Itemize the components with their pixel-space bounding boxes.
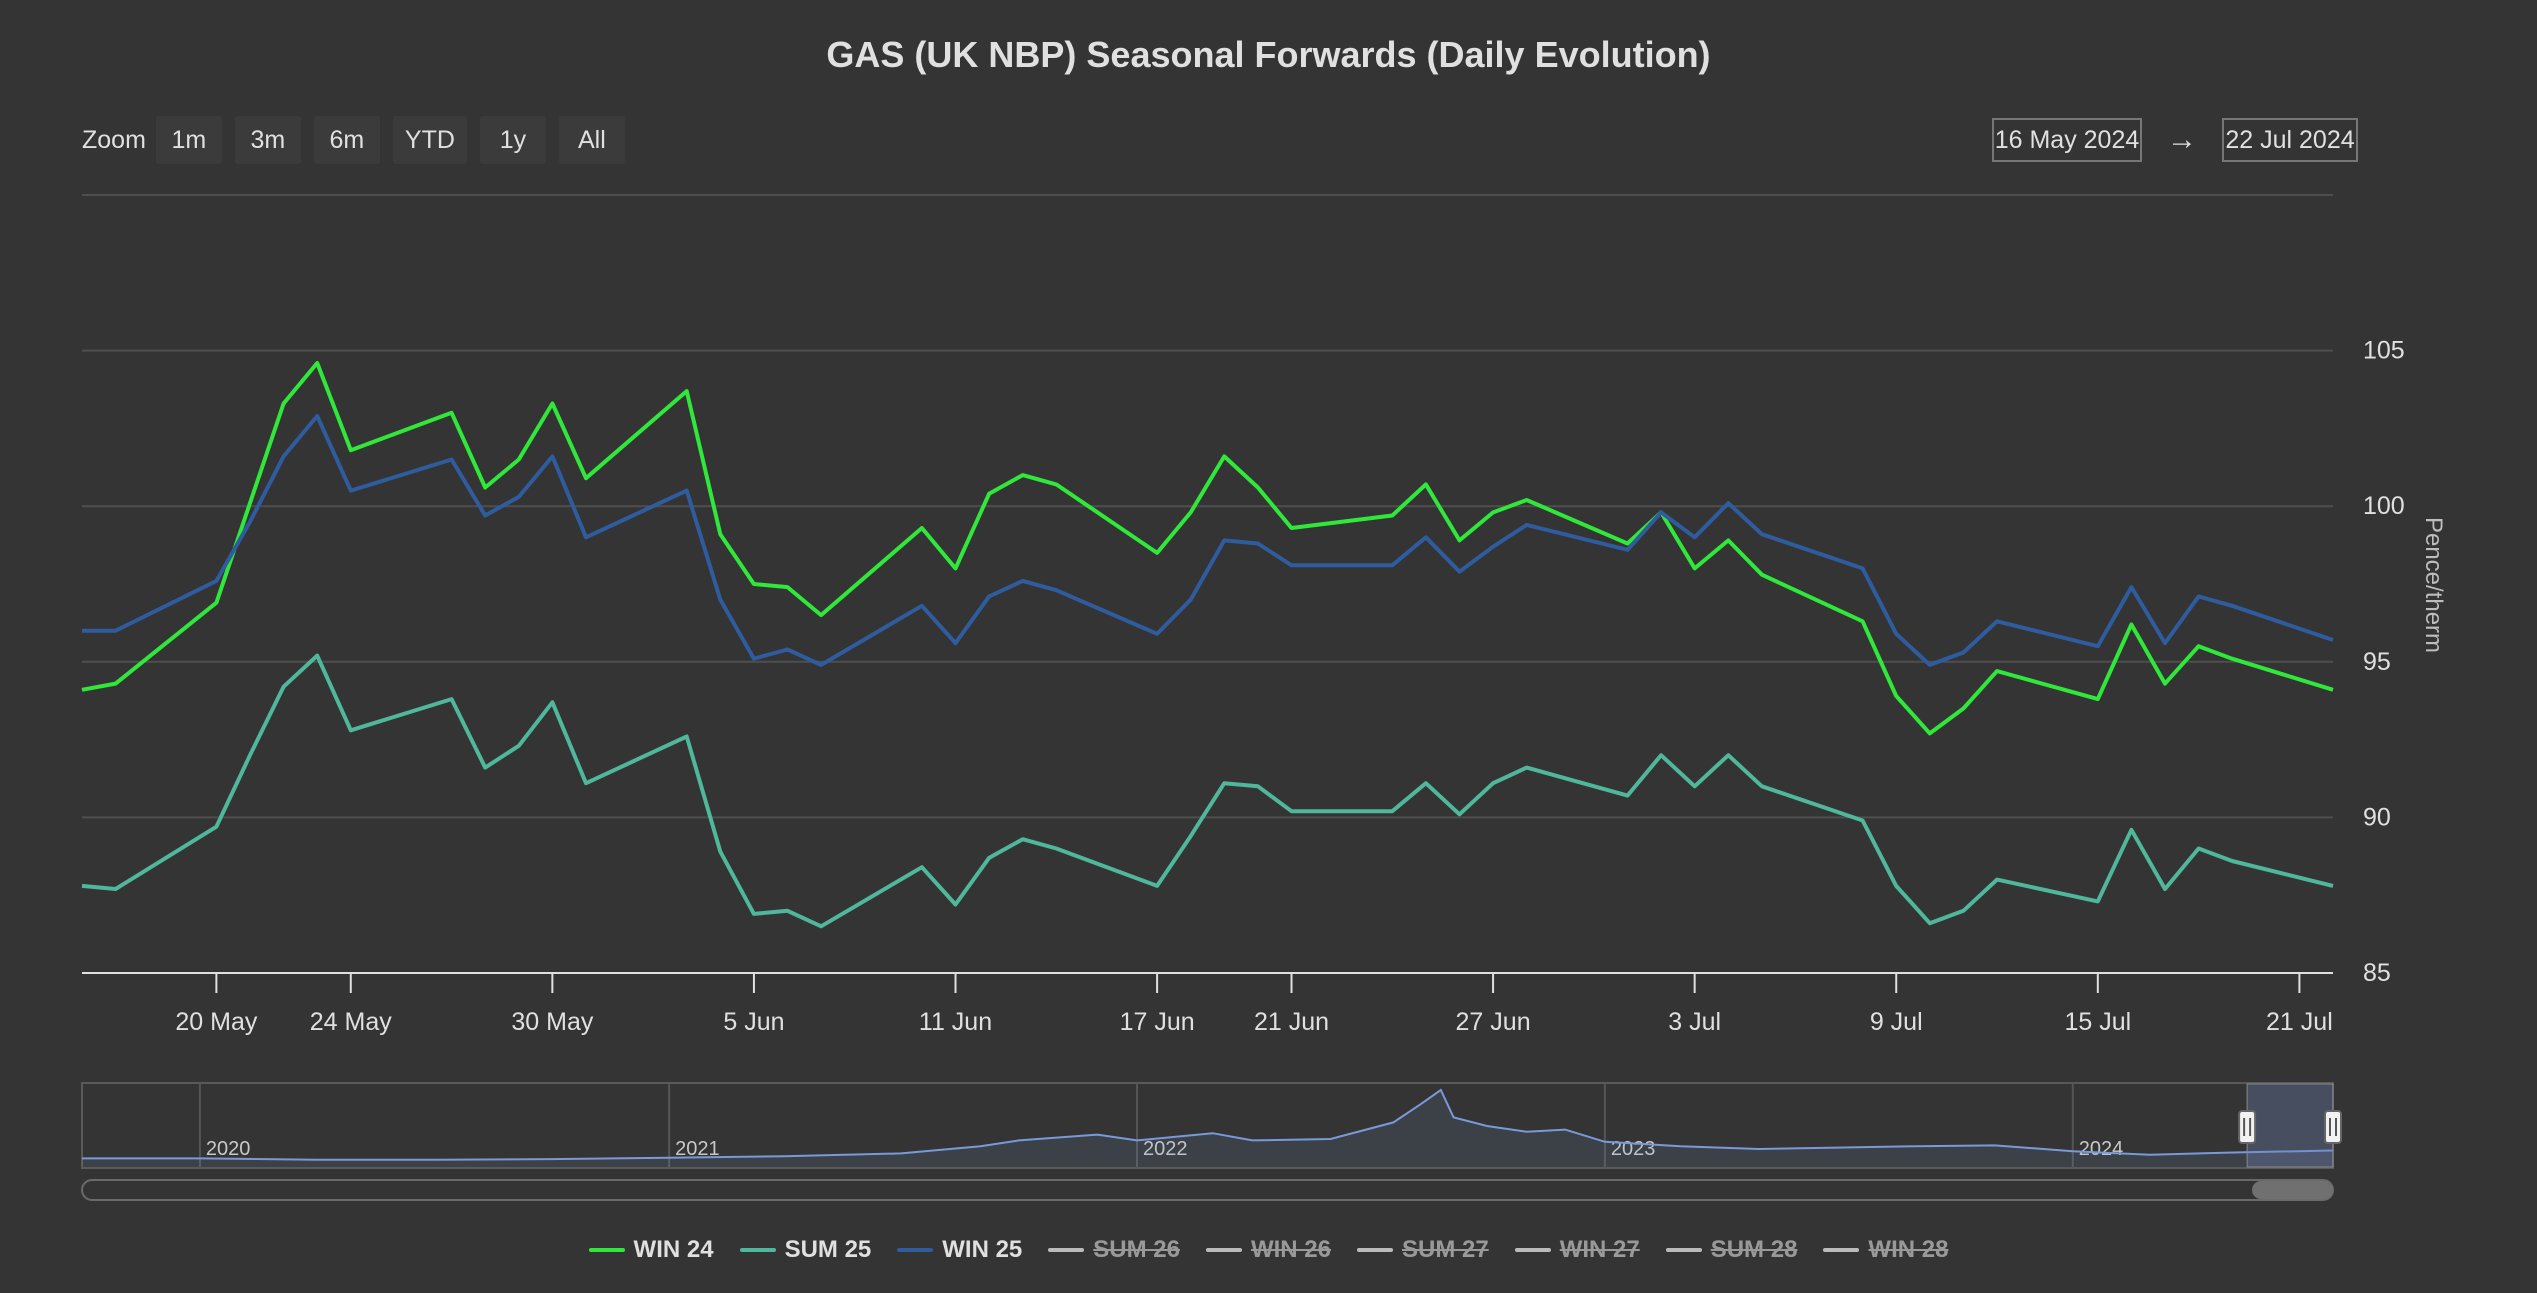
navigator-right-handle[interactable] (2324, 1110, 2342, 1144)
scrollbar-thumb[interactable] (2252, 1181, 2333, 1199)
legend-label: WIN 26 (1250, 1236, 1331, 1263)
legend-label: WIN 24 (633, 1236, 714, 1263)
x-tick-label: 27 Jun (1456, 1008, 1531, 1036)
legend-item-win-28[interactable]: WIN 28 (1823, 1236, 1948, 1264)
plot-series (81, 361, 2334, 929)
navigator-selection (2246, 1083, 2334, 1168)
y-axis-title: Pence/therm (2420, 517, 2447, 653)
legend-item-sum-25[interactable]: SUM 25 (739, 1236, 872, 1264)
series-line-win-24 (81, 361, 2334, 736)
x-tick-label: 3 Jul (1668, 1008, 1721, 1036)
legend: WIN 24 SUM 25 WIN 25 SUM 26 WIN 26 SUM 27 WIN … (0, 1236, 2537, 1264)
scrollbar-track[interactable] (81, 1179, 2334, 1201)
x-tick-label: 5 Jun (723, 1008, 784, 1036)
range-from-input[interactable] (1992, 118, 2142, 162)
legend-swatch (588, 1248, 625, 1252)
y-tick-label: 95 (2363, 648, 2391, 676)
navigator-year-label: 2021 (675, 1138, 720, 1160)
grid-lines (82, 194, 2333, 819)
navigator-left-handle[interactable] (2238, 1110, 2257, 1144)
legend-swatch (1665, 1248, 1702, 1252)
y-tick-label: 105 (2363, 337, 2405, 365)
x-axis: 20 May 24 May 30 May 5 Jun 11 Jun 17 Jun 21 Ju… (82, 972, 2333, 1036)
y-tick-label: 85 (2363, 959, 2391, 987)
legend-swatch (739, 1248, 776, 1252)
x-tick-label: 20 May (175, 1008, 257, 1036)
legend-swatch (1823, 1248, 1860, 1252)
legend-label: SUM 28 (1710, 1236, 1798, 1263)
legend-swatch (1205, 1248, 1242, 1252)
legend-item-win-24[interactable]: WIN 24 (588, 1236, 714, 1264)
legend-item-sum-28[interactable]: SUM 28 (1665, 1236, 1798, 1264)
x-tick-label: 21 Jun (1254, 1008, 1329, 1036)
zoom-all-button[interactable]: All (558, 116, 625, 164)
legend-swatch (1514, 1248, 1551, 1252)
legend-item-win-26[interactable]: WIN 26 (1205, 1236, 1331, 1264)
navigator[interactable]: 20202021202220232024 (81, 1082, 2342, 1201)
x-tick-label: 9 Jul (1870, 1008, 1923, 1036)
y-tick-label: 100 (2363, 492, 2405, 520)
chart-title: GAS (UK NBP) Seasonal Forwards (Daily Ev… (826, 34, 1711, 75)
x-tick-label: 30 May (511, 1008, 593, 1036)
navigator-line (82, 1088, 2334, 1161)
legend-label: SUM 26 (1093, 1236, 1180, 1263)
zoom-ytd-button[interactable]: YTD (392, 116, 467, 164)
x-tick-label: 17 Jun (1120, 1008, 1195, 1036)
series-line-sum-25 (81, 653, 2334, 929)
legend-label: WIN 25 (942, 1236, 1023, 1263)
chart-svg: 85 90 95 100 105 Pence/therm 20 May 24 May 30 … (81, 194, 2447, 1201)
navigator-year-label: 2020 (206, 1138, 251, 1160)
series-line-win-25 (82, 414, 2334, 667)
x-tick-label: 21 Jul (2266, 1008, 2333, 1036)
legend-item-win-27[interactable]: WIN 27 (1514, 1236, 1640, 1264)
navigator-year-label: 2022 (1143, 1138, 1188, 1160)
y-tick-label: 90 (2363, 803, 2391, 831)
legend-item-sum-26[interactable]: SUM 26 (1048, 1236, 1180, 1264)
zoom-3m-button[interactable]: 3m (234, 116, 301, 164)
navigator-area (82, 1090, 2333, 1167)
navigator-year-label: 2024 (2079, 1138, 2124, 1160)
date-range-selector: → (1992, 118, 2358, 162)
legend-label: SUM 27 (1402, 1236, 1489, 1263)
legend-label: WIN 28 (1868, 1236, 1949, 1263)
legend-swatch (897, 1248, 934, 1252)
zoom-label: Zoom (82, 125, 146, 154)
legend-swatch (1357, 1248, 1393, 1252)
x-tick-label: 24 May (310, 1008, 392, 1036)
zoom-1y-button[interactable]: 1y (479, 116, 546, 164)
x-tick-label: 11 Jun (919, 1008, 992, 1036)
y-axis-labels: 85 90 95 100 105 (2363, 337, 2405, 987)
zoom-1m-button[interactable]: 1m (155, 116, 222, 164)
legend-item-sum-27[interactable]: SUM 27 (1357, 1236, 1489, 1264)
legend-label: SUM 25 (784, 1236, 872, 1263)
legend-label: WIN 27 (1559, 1236, 1640, 1263)
zoom-bar: Zoom 1m 3m 6m YTD 1y All (82, 116, 638, 164)
range-arrow: → (2167, 123, 2197, 156)
legend-item-win-25[interactable]: WIN 25 (897, 1236, 1022, 1264)
x-tick-label: 15 Jul (2064, 1008, 2131, 1036)
zoom-6m-button[interactable]: 6m (313, 116, 380, 164)
legend-swatch (1048, 1248, 1085, 1252)
range-to-input[interactable] (2222, 118, 2358, 162)
